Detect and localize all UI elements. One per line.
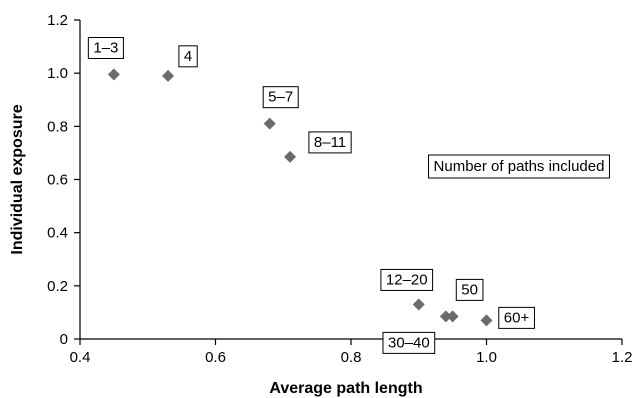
data-point — [263, 117, 276, 130]
data-point — [446, 310, 459, 323]
y-tick-label: 0 — [60, 331, 68, 348]
y-tick-label: 0.8 — [47, 118, 68, 135]
data-points — [107, 68, 493, 327]
y-axis-title: Individual exposure — [9, 104, 26, 254]
point-label-text: 4 — [184, 48, 192, 65]
y-tick-label: 0.4 — [47, 225, 68, 242]
point-label: 8–11 — [308, 131, 352, 154]
y-tick-label: 0.6 — [47, 172, 68, 189]
x-tick-label: 0.6 — [205, 349, 226, 366]
point-label: 12–20 — [380, 268, 434, 291]
point-label: 30–40 — [382, 331, 436, 354]
data-point — [412, 298, 425, 311]
point-label: 50 — [455, 278, 484, 301]
point-label-text: 8–11 — [314, 134, 346, 151]
point-label-box — [498, 306, 535, 329]
point-label-text: 30–40 — [388, 334, 430, 351]
legend-text: Number of paths included — [434, 158, 605, 175]
point-label: 1–3 — [87, 36, 124, 59]
x-tick-label: 1.0 — [476, 349, 497, 366]
data-point — [284, 150, 297, 163]
point-label: 60+ — [498, 306, 535, 329]
y-tick-label: 0.2 — [47, 278, 68, 295]
point-label-text: 60+ — [504, 309, 530, 326]
point-labels: 1–3 4 5–7 8–11 12–20 30–40 50 60+ — [87, 36, 535, 354]
point-label-text: 50 — [461, 281, 478, 298]
point-label-box — [178, 45, 198, 68]
point-label-box — [87, 36, 124, 59]
x-tick-label: 0.4 — [70, 349, 91, 366]
point-label-box — [455, 278, 484, 301]
y-tick-label: 1.2 — [47, 12, 68, 29]
point-label-box — [308, 131, 352, 154]
data-point — [107, 68, 120, 81]
point-label-text: 12–20 — [386, 271, 428, 288]
axes: 0.4 0.6 0.8 1.0 1.2 0 0.2 0.4 0.6 0.8 1.0 1.2 Averag… — [9, 12, 632, 397]
point-label: 5–7 — [262, 86, 299, 109]
y-tick-label: 1.0 — [47, 65, 68, 82]
data-point — [162, 69, 175, 82]
point-label-box — [382, 331, 436, 354]
point-label-box — [380, 268, 434, 291]
x-axis-title: Average path length — [269, 380, 422, 397]
point-label-text: 5–7 — [268, 89, 293, 106]
x-tick-label: 0.8 — [341, 349, 362, 366]
legend-box — [428, 154, 610, 179]
point-label: 4 — [178, 45, 198, 68]
legend: Number of paths included — [428, 154, 610, 179]
x-tick-label: 1.2 — [612, 349, 632, 366]
data-point — [480, 314, 493, 327]
point-label-box — [262, 86, 299, 109]
point-label-text: 1–3 — [93, 39, 118, 56]
data-point — [439, 310, 452, 323]
